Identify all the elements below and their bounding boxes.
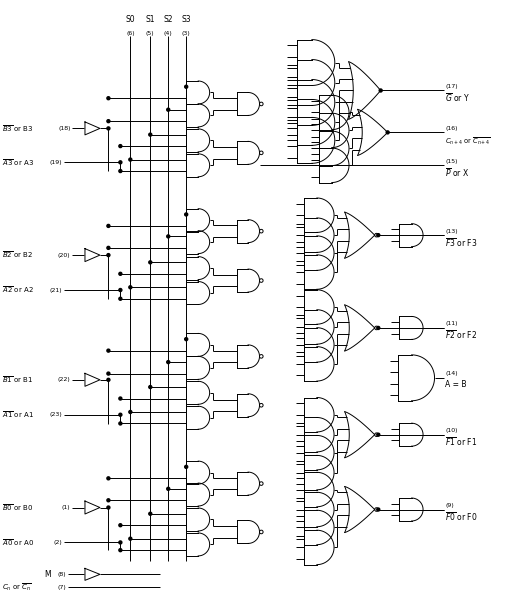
Circle shape <box>119 145 122 148</box>
Circle shape <box>119 422 122 425</box>
Circle shape <box>107 247 110 250</box>
Circle shape <box>377 326 380 329</box>
Circle shape <box>119 413 122 416</box>
Circle shape <box>149 133 152 136</box>
Circle shape <box>107 224 110 227</box>
Text: $\overline{B1}$ or B1: $\overline{B1}$ or B1 <box>2 374 33 385</box>
Text: $\overline{F3}$ or F3: $\overline{F3}$ or F3 <box>445 236 478 248</box>
Text: (23): (23) <box>50 412 63 417</box>
Text: $\overline{B0}$ or B0: $\overline{B0}$ or B0 <box>2 502 33 513</box>
Text: $\overline{A3}$ or A3: $\overline{A3}$ or A3 <box>2 157 34 167</box>
Circle shape <box>107 119 110 122</box>
Text: (17): (17) <box>445 84 458 89</box>
Circle shape <box>185 338 188 341</box>
Text: (4): (4) <box>164 31 172 35</box>
Circle shape <box>149 512 152 515</box>
Text: S3: S3 <box>181 14 191 23</box>
Circle shape <box>107 379 110 382</box>
Circle shape <box>107 477 110 480</box>
Circle shape <box>107 97 110 100</box>
Circle shape <box>129 537 132 540</box>
Circle shape <box>119 541 122 544</box>
Circle shape <box>107 349 110 352</box>
Text: A = B: A = B <box>445 380 467 389</box>
Circle shape <box>149 261 152 264</box>
Circle shape <box>386 131 389 134</box>
Text: $\overline{B3}$ or B3: $\overline{B3}$ or B3 <box>2 123 33 134</box>
Text: (21): (21) <box>50 287 63 293</box>
Circle shape <box>167 487 170 490</box>
Text: S2: S2 <box>164 14 173 23</box>
Text: $\overline{B2}$ or B2: $\overline{B2}$ or B2 <box>2 250 33 260</box>
Circle shape <box>119 297 122 300</box>
Circle shape <box>185 85 188 88</box>
Circle shape <box>107 127 110 130</box>
Circle shape <box>185 466 188 469</box>
Text: $C_n$ or $\overline{C_n}$: $C_n$ or $\overline{C_n}$ <box>2 581 32 593</box>
Circle shape <box>119 272 122 275</box>
Text: (7): (7) <box>58 585 66 590</box>
Text: $\overline{F2}$ or F2: $\overline{F2}$ or F2 <box>445 328 478 341</box>
Text: $\overline{F0}$ or F0: $\overline{F0}$ or F0 <box>445 510 478 523</box>
Circle shape <box>129 286 132 289</box>
Circle shape <box>107 254 110 257</box>
Text: (14): (14) <box>445 371 458 376</box>
Circle shape <box>377 508 380 511</box>
Text: (9): (9) <box>445 503 454 508</box>
Circle shape <box>167 235 170 238</box>
Circle shape <box>149 386 152 389</box>
Text: (3): (3) <box>182 31 191 35</box>
Circle shape <box>129 410 132 413</box>
Circle shape <box>119 548 122 551</box>
Circle shape <box>119 161 122 164</box>
Circle shape <box>377 233 380 236</box>
Text: (2): (2) <box>54 540 63 545</box>
Circle shape <box>119 170 122 173</box>
Text: $\overline{A1}$ or A1: $\overline{A1}$ or A1 <box>2 409 34 420</box>
Text: $\overline{P}$ or X: $\overline{P}$ or X <box>445 166 470 179</box>
Text: (8): (8) <box>58 572 66 577</box>
Text: (10): (10) <box>445 428 458 433</box>
Text: (18): (18) <box>58 126 70 131</box>
Text: $\overline{G}$ or Y: $\overline{G}$ or Y <box>445 91 471 104</box>
Text: (13): (13) <box>445 229 458 233</box>
Text: $C_{n+4}$ or $\overline{C_{n+4}}$: $C_{n+4}$ or $\overline{C_{n+4}}$ <box>445 136 491 147</box>
Text: S1: S1 <box>146 14 155 23</box>
Text: (16): (16) <box>445 126 458 131</box>
Text: S0: S0 <box>125 14 135 23</box>
Text: $\overline{A0}$ or A0: $\overline{A0}$ or A0 <box>2 537 34 548</box>
Circle shape <box>107 372 110 375</box>
Circle shape <box>379 89 382 92</box>
Text: M: M <box>44 570 51 579</box>
Circle shape <box>185 213 188 216</box>
Text: $\overline{F1}$ or F1: $\overline{F1}$ or F1 <box>445 435 478 448</box>
Text: (19): (19) <box>50 160 63 165</box>
Circle shape <box>107 499 110 502</box>
Text: (15): (15) <box>445 159 458 164</box>
Text: (5): (5) <box>146 31 154 35</box>
Text: (1): (1) <box>62 505 70 510</box>
Circle shape <box>129 158 132 161</box>
Circle shape <box>167 108 170 111</box>
Text: (6): (6) <box>126 31 135 35</box>
Text: $\overline{A2}$ or A2: $\overline{A2}$ or A2 <box>2 284 33 295</box>
Text: (20): (20) <box>58 253 70 257</box>
Circle shape <box>377 433 380 436</box>
Circle shape <box>107 506 110 509</box>
Circle shape <box>119 397 122 400</box>
Circle shape <box>167 361 170 364</box>
Circle shape <box>119 289 122 292</box>
Text: (11): (11) <box>445 322 458 326</box>
Text: (22): (22) <box>57 377 70 382</box>
Circle shape <box>119 524 122 527</box>
